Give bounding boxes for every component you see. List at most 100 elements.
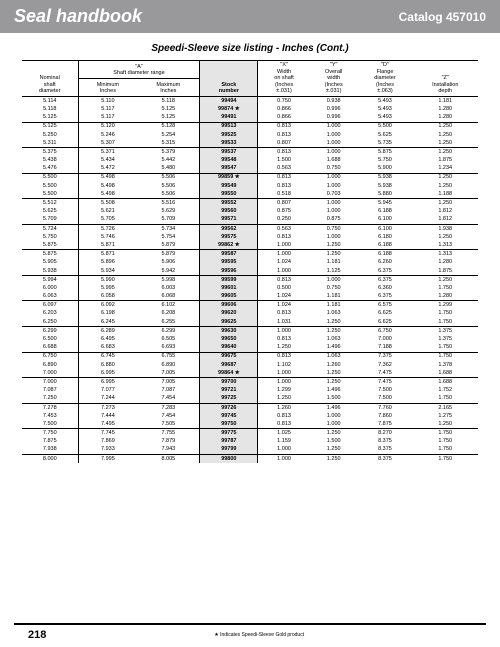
cell: 6.100 — [358, 216, 413, 225]
table-subtitle: Speedi-Sleeve size listing - Inches (Con… — [22, 43, 478, 54]
cell: 5.726 — [78, 224, 137, 233]
cell: 1.752 — [412, 386, 478, 394]
cell: 8.270 — [358, 429, 413, 438]
cell: 99552 — [200, 199, 258, 208]
cell: 1.500 — [258, 156, 310, 164]
cell: 5.493 — [358, 113, 413, 122]
table-row: 6.7506.7456.755996750.8131.0637.3751.750 — [22, 352, 478, 361]
cell: 7.250 — [22, 395, 78, 404]
cell: 5.995 — [78, 284, 137, 292]
cell: 6.250 — [22, 318, 78, 327]
cell: 1.378 — [412, 361, 478, 369]
cell: 5.879 — [137, 250, 200, 259]
cell: 1.250 — [412, 199, 478, 208]
cell: 5.905 — [22, 259, 78, 267]
cell: 1.000 — [310, 207, 358, 215]
cell: 99491 — [200, 113, 258, 122]
cell: 1.000 — [310, 275, 358, 284]
cell: 1.750 — [412, 352, 478, 361]
cell: 7.943 — [137, 446, 200, 455]
cell: 7.755 — [137, 429, 200, 438]
cell: 1.500 — [310, 437, 358, 445]
cell: 6.203 — [22, 310, 78, 318]
cell: 0.938 — [310, 96, 358, 105]
cell: 99548 — [200, 156, 258, 164]
cell: 8.375 — [358, 454, 413, 463]
cell: 5.125 — [137, 105, 200, 113]
cell: 5.705 — [78, 216, 137, 225]
cell: 0.518 — [258, 190, 310, 199]
cell: 1.812 — [412, 216, 478, 225]
cell: 1.375 — [412, 335, 478, 343]
cell: 1.250 — [412, 420, 478, 429]
table-row: 5.5005.4985.506995500.5180.7035.8801.188 — [22, 190, 478, 199]
cell: 7.087 — [137, 386, 200, 394]
cell: 7.500 — [358, 386, 413, 394]
cell: 7.495 — [78, 420, 137, 429]
cell: 6.995 — [78, 369, 137, 378]
table-row: 5.1255.1205.128995130.8131.0005.5001.250 — [22, 122, 478, 131]
table-row: 5.1255.1175.125994910.8660.9965.4931.280 — [22, 113, 478, 122]
cell: 1.031 — [258, 318, 310, 327]
cell: 5.498 — [78, 173, 137, 182]
table-row: 5.7505.7465.754995750.8131.0006.1801.250 — [22, 233, 478, 241]
cell: 1.159 — [258, 437, 310, 445]
cell: 1.812 — [412, 207, 478, 215]
cell: 99700 — [200, 378, 258, 387]
cell: 7.005 — [137, 369, 200, 378]
cell: 5.990 — [78, 275, 137, 284]
cell: 7.505 — [137, 420, 200, 429]
cell: 99575 — [200, 233, 258, 241]
table-row: 8.0007.9958.005998001.0001.2508.3751.750 — [22, 454, 478, 463]
table-row: 5.6255.6215.629995600.8751.0006.1881.812 — [22, 207, 478, 215]
cell: 1.750 — [412, 454, 478, 463]
cell: 5.938 — [22, 267, 78, 276]
cell: 7.283 — [137, 403, 200, 412]
sleeve-table: Nominalshaftdiameter"A"Shaft diameter ra… — [22, 60, 478, 463]
cell: 1.250 — [412, 122, 478, 131]
cell: 1.063 — [310, 335, 358, 343]
cell: 6.375 — [358, 267, 413, 276]
cell: 0.807 — [258, 139, 310, 148]
cell: 5.945 — [358, 199, 413, 208]
cell: 0.996 — [310, 113, 358, 122]
cell: 5.128 — [137, 122, 200, 131]
cell: 7.475 — [358, 369, 413, 378]
cell: 1.000 — [310, 122, 358, 131]
cell: 5.307 — [78, 139, 137, 148]
cell: 0.813 — [258, 352, 310, 361]
table-row: 5.4765.4725.480995470.5630.7505.9001.234 — [22, 164, 478, 173]
cell: 99550 — [200, 190, 258, 199]
cell: 99725 — [200, 395, 258, 404]
cell: 1.000 — [310, 233, 358, 241]
cell: 7.500 — [22, 420, 78, 429]
cell: 7.000 — [22, 378, 78, 387]
cell: 7.933 — [78, 446, 137, 455]
cell: 1.280 — [412, 292, 478, 301]
cell: 5.934 — [78, 267, 137, 276]
cell: 99596 — [200, 267, 258, 276]
header-catalog: Catalog 457010 — [399, 10, 486, 24]
cell: 1.688 — [412, 378, 478, 387]
cell: 1.750 — [412, 310, 478, 318]
cell: 6.260 — [358, 259, 413, 267]
cell: 5.629 — [137, 207, 200, 215]
cell: 1.188 — [412, 190, 478, 199]
cell: 1.000 — [258, 250, 310, 259]
cell: 1.275 — [412, 412, 478, 420]
cell: 6.299 — [22, 327, 78, 336]
cell: 99595 — [200, 259, 258, 267]
table-row: 7.5007.4957.505997500.8131.0007.8751.250 — [22, 420, 478, 429]
cell: 5.746 — [78, 233, 137, 241]
cell: 7.879 — [137, 437, 200, 445]
cell: 1.250 — [310, 327, 358, 336]
cell: 5.750 — [22, 233, 78, 241]
cell: 7.995 — [78, 454, 137, 463]
cell: 5.754 — [137, 233, 200, 241]
cell: 0.866 — [258, 105, 310, 113]
table-row: 7.0006.9957.00599864 ★1.0001.2507.4751.6… — [22, 369, 478, 378]
cell: 5.906 — [137, 259, 200, 267]
col-min: MinimumInches — [78, 78, 137, 96]
cell: 5.476 — [22, 164, 78, 173]
cell: 1.000 — [310, 148, 358, 157]
